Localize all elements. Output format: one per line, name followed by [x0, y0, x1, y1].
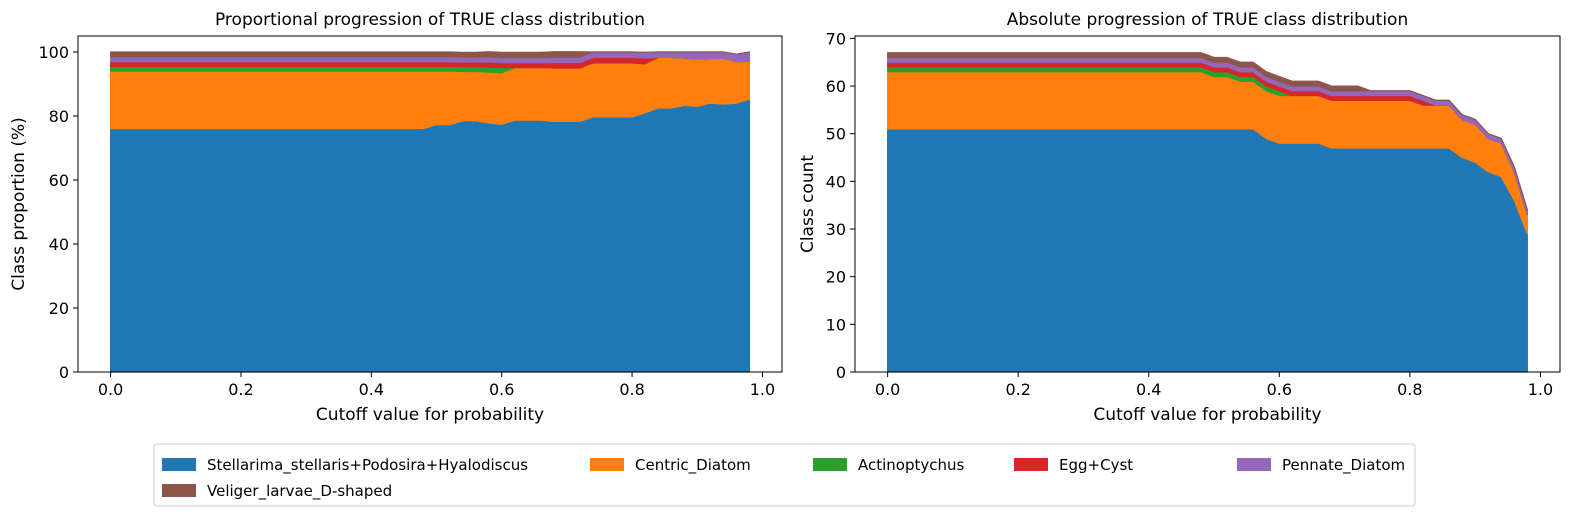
- area-series-5: [887, 52, 1528, 211]
- y-tick-label: 10: [826, 315, 846, 334]
- legend-swatch: [162, 458, 196, 471]
- y-tick-label: 60: [826, 77, 846, 96]
- y-tick-label: 60: [49, 171, 69, 190]
- chart-title: Absolute progression of TRUE class distr…: [1007, 10, 1408, 30]
- y-tick-label: 30: [826, 220, 846, 239]
- x-tick-label: 0.8: [1397, 380, 1422, 399]
- x-tick-label: 0.2: [1005, 380, 1030, 399]
- x-tick-label: 0.4: [1136, 380, 1161, 399]
- y-tick-label: 70: [826, 29, 846, 48]
- legend-label: Veliger_larvae_D-shaped: [207, 482, 392, 501]
- axes-frame: [77, 35, 783, 373]
- legend-swatch: [813, 458, 847, 471]
- x-tick-label: 0.6: [489, 380, 514, 399]
- legend: Stellarima_stellaris+Podosira+Hyalodiscu…: [153, 443, 1416, 507]
- y-tick-label: 0: [836, 363, 846, 382]
- y-tick-label: 20: [49, 299, 69, 318]
- axes-frame: [854, 35, 1561, 373]
- y-axis-label: Class proportion (%): [9, 117, 29, 291]
- x-tick-label: 1.0: [1528, 380, 1553, 399]
- chart-title: Proportional progression of TRUE class d…: [215, 10, 645, 30]
- x-tick-label: 0.8: [619, 380, 644, 399]
- x-tick-label: 0.0: [875, 380, 900, 399]
- legend-label: Stellarima_stellaris+Podosira+Hyalodiscu…: [207, 456, 528, 475]
- area-series-0: [887, 128, 1528, 373]
- legend-label: Egg+Cyst: [1059, 456, 1133, 474]
- y-tick-label: 0: [59, 363, 69, 382]
- y-tick-label: 80: [49, 107, 69, 126]
- x-tick-label: 1.0: [750, 380, 775, 399]
- area-series-5: [109, 51, 751, 59]
- area-series-0: [109, 98, 751, 373]
- x-axis-label: Cutoff value for probability: [316, 405, 544, 425]
- x-tick-label: 0.6: [1267, 380, 1292, 399]
- y-tick-label: 40: [826, 172, 846, 191]
- legend-swatch: [1237, 458, 1271, 471]
- x-tick-label: 0.4: [359, 380, 384, 399]
- x-axis-label: Cutoff value for probability: [1093, 405, 1321, 425]
- legend-swatch: [590, 458, 624, 471]
- y-tick-label: 20: [826, 268, 846, 287]
- x-tick-label: 0.0: [98, 380, 123, 399]
- legend-swatch: [1014, 458, 1048, 471]
- legend-label: Actinoptychus: [858, 456, 965, 474]
- legend-label: Centric_Diatom: [635, 456, 751, 475]
- y-axis-label: Class count: [798, 155, 818, 253]
- legend-label: Pennate_Diatom: [1282, 456, 1405, 475]
- chart-absolute: 0.0 0.2 0.4 0.6 0.8 1.0 0 10 20 30 40 50 60 70 Absolut…: [798, 10, 1561, 425]
- chart-proportional: 0.0 0.2 0.4 0.6 0.8 1.0 0 20 40 60 80 100 Proportion…: [9, 10, 783, 425]
- y-tick-label: 40: [49, 235, 69, 254]
- y-tick-label: 50: [826, 125, 846, 144]
- y-tick-label: 100: [38, 43, 69, 62]
- x-tick-label: 0.2: [228, 380, 253, 399]
- legend-swatch: [162, 484, 196, 497]
- legend-frame: [153, 443, 1416, 507]
